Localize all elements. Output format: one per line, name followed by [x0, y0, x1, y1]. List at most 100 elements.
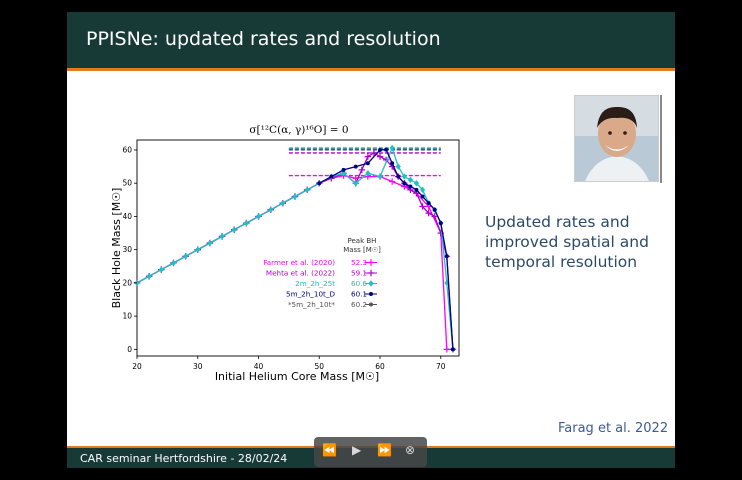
rewind-icon[interactable]: ⏪ [322, 443, 337, 457]
legend-marker [369, 302, 373, 307]
data-point [408, 184, 413, 189]
data-point [402, 181, 407, 186]
data-point [243, 219, 249, 227]
data-point [183, 253, 189, 260]
data-point [340, 170, 347, 177]
person-portrait-icon [575, 96, 658, 181]
chart: σ[¹²C(α, γ)¹⁶O] = 0 20 30 40 50 60 70 0 10 20 30 4… [110, 124, 460, 383]
series-line [318, 148, 454, 350]
data-point [268, 206, 274, 213]
data-point [378, 147, 383, 152]
data-point [170, 259, 177, 267]
citation: Farag et al. 2022 [558, 421, 669, 436]
legend-entry-name: 2m_2h_25t [295, 279, 335, 288]
data-point [426, 201, 431, 206]
y-tick-label: 20 [122, 278, 132, 287]
speaker-photo [574, 95, 659, 182]
data-point [292, 193, 298, 200]
data-point [365, 170, 371, 177]
data-point [353, 180, 359, 187]
presentation-slide: PPISNe: updated rates and resolution σ[¹… [67, 12, 675, 468]
data-point [390, 161, 395, 166]
data-point [388, 178, 396, 185]
legend-entry-peak: 60.6 [351, 279, 367, 288]
data-point [341, 167, 346, 172]
data-point [401, 173, 407, 180]
x-axis-label: Initial Helium Core Mass [M☉] [215, 370, 379, 383]
x-tick-label: 60 [375, 362, 385, 371]
y-axis-label: Black Hole Mass [M☉] [110, 188, 123, 309]
data-point [317, 181, 322, 186]
legend-entry-peak: 59.1 [351, 269, 367, 278]
data-point [419, 186, 426, 194]
series-5m-2h-10t-d [317, 147, 455, 352]
y-tick-label: 50 [122, 179, 132, 188]
data-point [443, 346, 451, 353]
legend-marker [368, 280, 374, 287]
forward-icon[interactable]: ⏩ [377, 443, 392, 457]
slide-title-bar: PPISNe: updated rates and resolution [67, 12, 675, 71]
series-mehta-et-al-2022- [133, 149, 457, 353]
legend-entry-peak: 52.3 [351, 258, 367, 267]
data-point [419, 203, 426, 210]
data-point [376, 153, 384, 160]
data-point [329, 174, 334, 179]
y-tick-label: 40 [122, 212, 132, 221]
data-point [431, 213, 438, 220]
legend-entry-name: 5m_2h_10t_D [286, 290, 335, 299]
data-point [395, 163, 401, 170]
x-tick-label: 30 [193, 362, 203, 371]
x-tick-label: 50 [314, 362, 324, 371]
data-point [444, 254, 449, 259]
play-icon[interactable]: ▶ [352, 443, 362, 457]
y-tick-label: 30 [122, 245, 132, 254]
data-point [195, 246, 201, 253]
data-point [432, 207, 437, 212]
legend-marker [369, 292, 373, 296]
data-point [207, 239, 213, 247]
data-point [146, 273, 152, 280]
legend-entry-name: Farmer et al. (2020) [263, 258, 335, 267]
legend-marker [367, 259, 375, 266]
data-point [425, 209, 432, 217]
data-point [365, 161, 370, 166]
y-tick-label: 60 [122, 145, 132, 154]
legend-entry-peak: 60.2 [351, 300, 367, 309]
data-point [280, 199, 286, 207]
data-point [231, 226, 237, 233]
data-point [219, 233, 225, 240]
plot-frame [136, 139, 460, 357]
data-point [420, 194, 425, 199]
axis-ticks: 20 30 40 50 60 70 0 10 20 30 40 50 60 [122, 145, 445, 371]
legend-header: Mass [M☉] [343, 246, 381, 254]
data-point [384, 147, 389, 152]
data-point [414, 187, 419, 192]
data-point [413, 180, 420, 187]
data-point [255, 213, 262, 220]
data-point [358, 166, 365, 174]
data-point [450, 347, 455, 352]
data-point [158, 266, 164, 273]
x-tick-label: 20 [132, 362, 142, 371]
close-icon[interactable]: ⊗ [405, 443, 416, 457]
data-point [396, 174, 401, 179]
footer-text: CAR seminar Hertfordshire - 28/02/24 [80, 452, 288, 465]
x-tick-label: 40 [254, 362, 264, 371]
legend-entry-name: Mehta et al. (2022) [266, 269, 335, 278]
data-point [304, 186, 310, 194]
x-tick-label: 70 [436, 362, 446, 371]
series-layer [133, 144, 457, 353]
legend-entry-peak: 60.1 [351, 290, 367, 299]
data-point [438, 221, 443, 226]
slide-body-text: Updated rates and improved spatial and t… [485, 213, 649, 271]
y-tick-label: 10 [122, 312, 132, 321]
photo-frame-edge [660, 95, 662, 183]
data-point [370, 149, 378, 157]
legend-entry-name: *5m_2h_10t* [288, 300, 335, 309]
data-point [407, 176, 413, 184]
y-tick-label: 0 [127, 345, 132, 354]
slide-title: PPISNe: updated rates and resolution [86, 28, 441, 50]
data-point [377, 173, 383, 180]
media-control-bar: ⏪ ▶ ⏩ ⊗ [314, 437, 427, 467]
